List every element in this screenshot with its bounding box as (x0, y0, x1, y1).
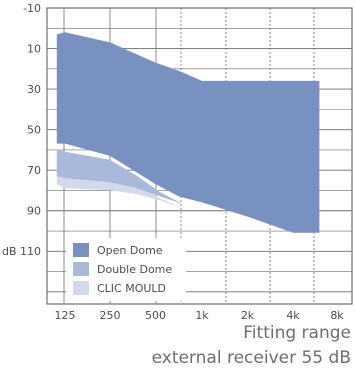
x-tick-label-2: 500 (145, 309, 166, 322)
x-tick-label-1: 250 (100, 309, 121, 322)
x-tick-label-5: 4k (286, 309, 300, 322)
y-tick-label-4: 70 (27, 164, 41, 177)
caption-subtitle: external receiver 55 dB (151, 348, 351, 368)
caption-title: Fitting range (243, 323, 351, 343)
legend-label-1: Double Dome (97, 263, 172, 276)
y-tick-label-6: dB 110 (2, 245, 41, 258)
x-tick-label-6: 8k (330, 309, 344, 322)
legend-swatch-0 (73, 243, 89, 257)
series-area-double-dome (56, 149, 198, 209)
y-tick-label-0: -10 (23, 2, 41, 15)
legend-swatch-2 (73, 281, 89, 295)
plot-frame (46, 7, 353, 305)
legend-label-0: Open Dome (97, 244, 163, 257)
y-tick-label-2: 30 (27, 83, 41, 96)
y-tick-label-5: 90 (27, 205, 41, 218)
x-tick-label-0: 125 (55, 309, 76, 322)
x-tick-label-3: 1k (195, 309, 209, 322)
y-tick-label-1: 10 (27, 43, 41, 56)
series-area-open-dome (56, 32, 320, 233)
x-tick-label-4: 2k (241, 309, 255, 322)
legend-label-2: CLIC MOULD (97, 282, 166, 295)
legend-swatch-1 (73, 262, 89, 276)
y-tick-label-3: 50 (27, 124, 41, 137)
